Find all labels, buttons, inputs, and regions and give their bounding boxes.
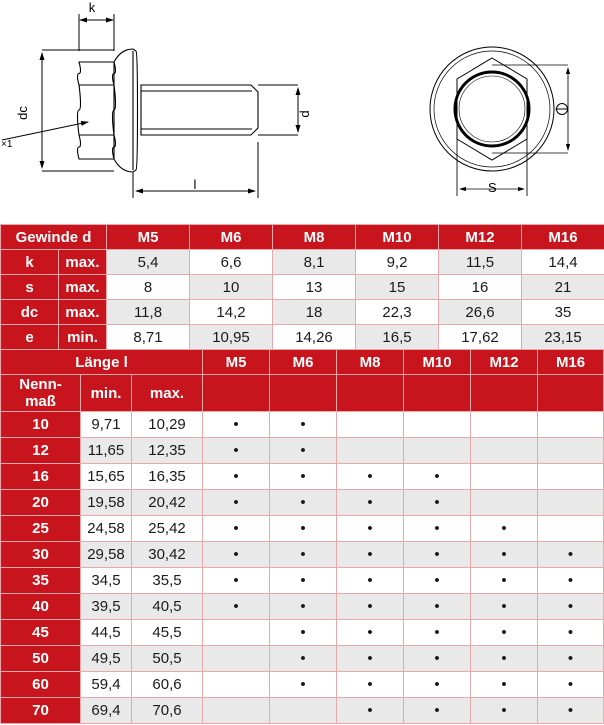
svg-text:k: k	[89, 0, 96, 15]
svg-text:dc: dc	[15, 106, 30, 120]
svg-text:S: S	[488, 180, 497, 195]
svg-text:d: d	[297, 110, 312, 117]
svg-text:l: l	[194, 177, 197, 192]
svg-text:×1: ×1	[1, 139, 13, 150]
